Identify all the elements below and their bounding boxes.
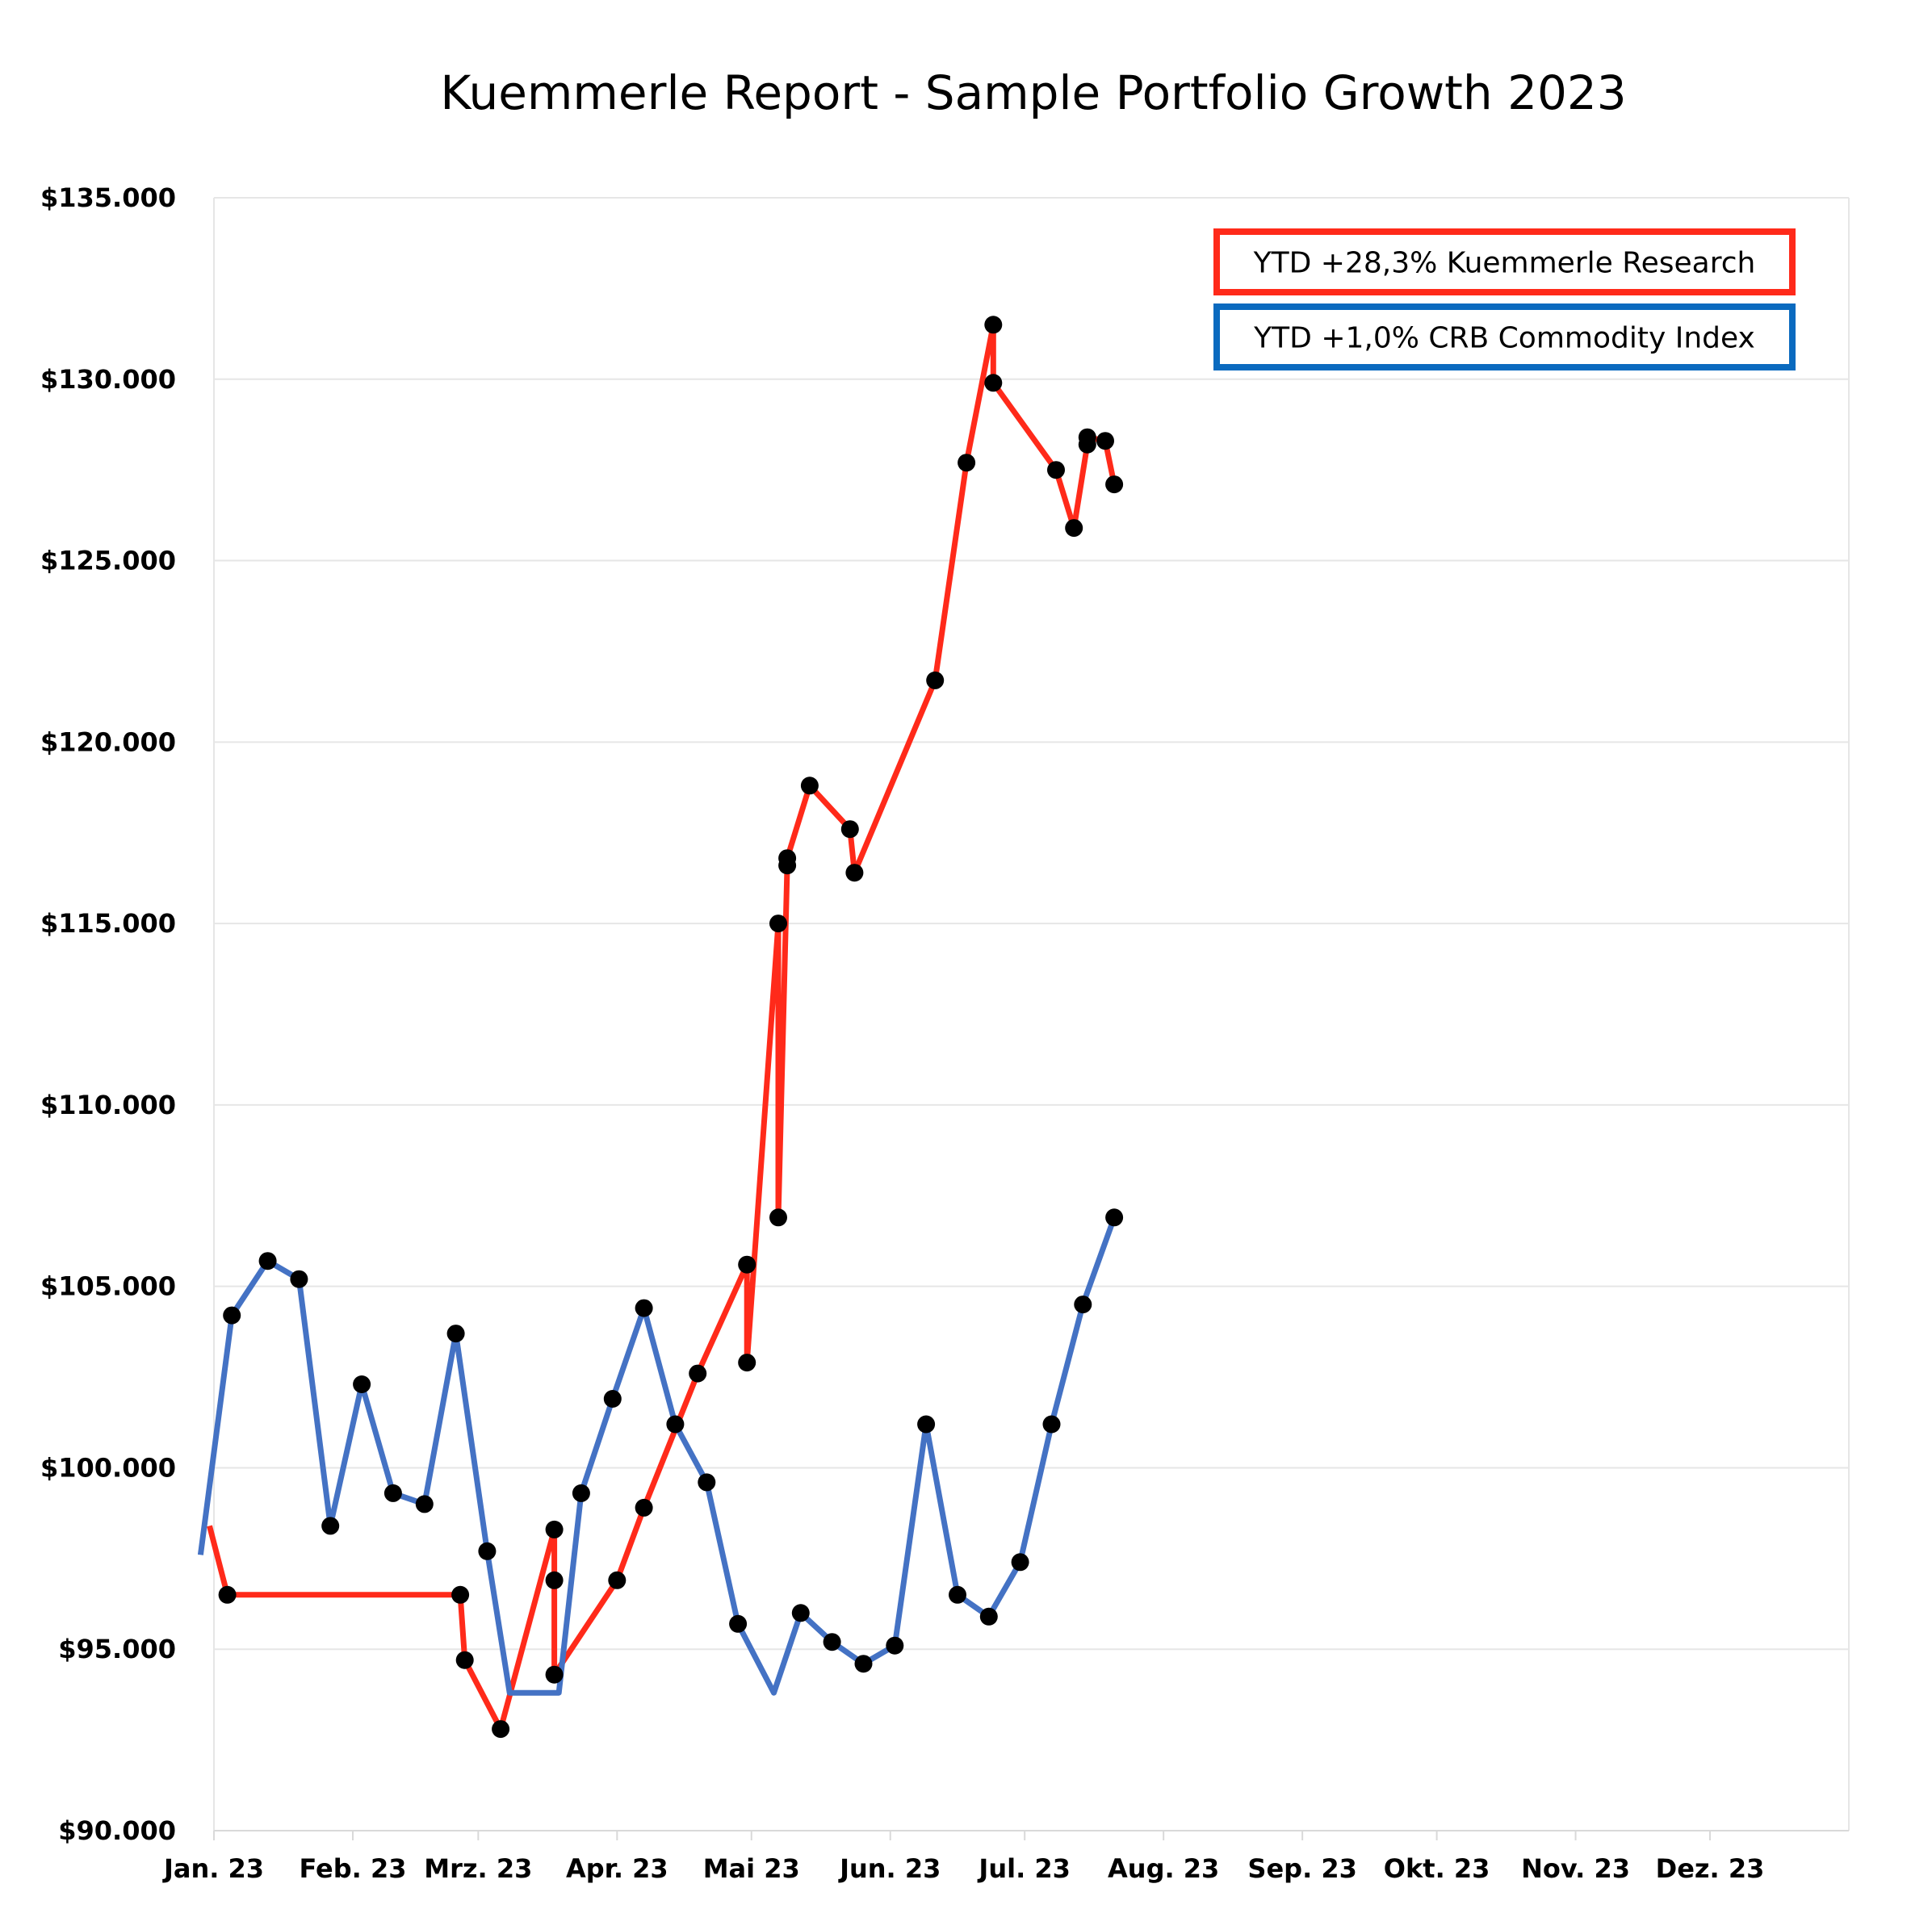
data-point xyxy=(603,1390,622,1408)
data-point xyxy=(778,849,797,868)
data-point xyxy=(738,1354,756,1372)
data-point xyxy=(666,1415,685,1434)
x-tick-label: Jul. 23 xyxy=(977,1853,1070,1884)
data-point xyxy=(979,1607,998,1626)
data-point xyxy=(917,1415,936,1434)
x-tick-label: Aug. 23 xyxy=(1108,1853,1219,1884)
data-point xyxy=(608,1571,627,1589)
y-tick-label: $90.000 xyxy=(58,1815,176,1846)
data-point xyxy=(572,1484,590,1502)
data-point xyxy=(1078,428,1096,446)
x-tick-label: Feb. 23 xyxy=(299,1853,406,1884)
y-tick-label: $95.000 xyxy=(58,1634,176,1664)
data-point xyxy=(218,1585,237,1604)
x-tick-label: Mai 23 xyxy=(703,1853,800,1884)
y-tick-label: $110.000 xyxy=(40,1090,176,1120)
data-point xyxy=(455,1651,474,1669)
legend: YTD +28,3% Kuemmerle Research YTD +1,0% C… xyxy=(1213,228,1796,370)
data-point xyxy=(446,1325,465,1343)
data-point xyxy=(1047,461,1065,479)
data-point xyxy=(545,1571,564,1589)
data-point xyxy=(1096,432,1114,450)
y-tick-label: $125.000 xyxy=(40,546,176,576)
x-tick-label: Jan. 23 xyxy=(162,1853,264,1884)
x-tick-label: Nov. 23 xyxy=(1521,1853,1630,1884)
data-point xyxy=(1105,1208,1124,1227)
data-point xyxy=(635,1299,653,1317)
legend-box xyxy=(1213,228,1796,295)
y-tick-label: $105.000 xyxy=(40,1271,176,1302)
y-tick-label: $135.000 xyxy=(40,182,176,213)
data-point xyxy=(854,1655,873,1673)
y-tick-label: $130.000 xyxy=(40,364,176,395)
data-point xyxy=(290,1270,308,1288)
data-point xyxy=(1065,519,1083,538)
data-point xyxy=(478,1542,497,1560)
data-point xyxy=(926,671,945,689)
chart-title: Kuemmerle Report - Sample Portfolio Grow… xyxy=(440,65,1626,120)
data-point xyxy=(958,454,976,472)
data-point xyxy=(258,1252,277,1270)
series-layer xyxy=(198,321,1117,1732)
series-line-0 xyxy=(207,321,1117,1732)
data-point xyxy=(1105,475,1124,494)
data-point xyxy=(984,374,1003,392)
data-point xyxy=(635,1498,653,1517)
data-point xyxy=(321,1517,340,1535)
data-point xyxy=(886,1636,904,1655)
data-point xyxy=(845,864,864,882)
data-point xyxy=(791,1604,810,1622)
data-point xyxy=(1042,1415,1061,1434)
data-point xyxy=(1074,1296,1092,1314)
y-tick-label: $120.000 xyxy=(40,726,176,757)
y-tick-label: $115.000 xyxy=(40,908,176,939)
x-tick-label: Dez. 23 xyxy=(1656,1853,1765,1884)
series-line-1 xyxy=(198,1216,1117,1696)
x-tick-label: Apr. 23 xyxy=(566,1853,668,1884)
data-point xyxy=(823,1633,841,1651)
axes: $90.000 $95.000 $100.000 $105.000 $110.000 $1… xyxy=(40,182,1849,1884)
x-tick-label: Sep. 23 xyxy=(1247,1853,1356,1884)
gridlines xyxy=(213,197,1850,1831)
data-point xyxy=(383,1484,402,1502)
data-point xyxy=(353,1375,371,1393)
data-point xyxy=(800,777,819,795)
x-tick-label: Jun. 23 xyxy=(838,1853,941,1884)
legend-box xyxy=(1213,303,1796,370)
data-point xyxy=(769,915,787,933)
legend-label: YTD +28,3% Kuemmerle Research xyxy=(1253,247,1756,280)
data-point xyxy=(1011,1553,1029,1572)
marker-layer xyxy=(218,316,1124,1739)
data-point xyxy=(415,1495,434,1513)
data-point xyxy=(769,1208,787,1227)
data-point xyxy=(545,1665,564,1684)
data-point xyxy=(949,1585,966,1604)
x-tick-label: Mrz. 23 xyxy=(424,1853,532,1884)
data-point xyxy=(984,316,1003,334)
data-point xyxy=(545,1520,564,1538)
legend-label: YTD +1,0% CRB Commodity Index xyxy=(1253,322,1755,355)
x-tick-label: Okt. 23 xyxy=(1384,1853,1490,1884)
data-point xyxy=(492,1720,510,1739)
data-point xyxy=(738,1255,756,1274)
y-tick-label: $100.000 xyxy=(40,1452,176,1483)
data-point xyxy=(451,1585,470,1604)
data-point xyxy=(698,1473,716,1492)
data-point xyxy=(840,820,859,839)
data-point xyxy=(689,1364,707,1383)
data-point xyxy=(729,1614,748,1633)
data-point xyxy=(223,1306,241,1325)
